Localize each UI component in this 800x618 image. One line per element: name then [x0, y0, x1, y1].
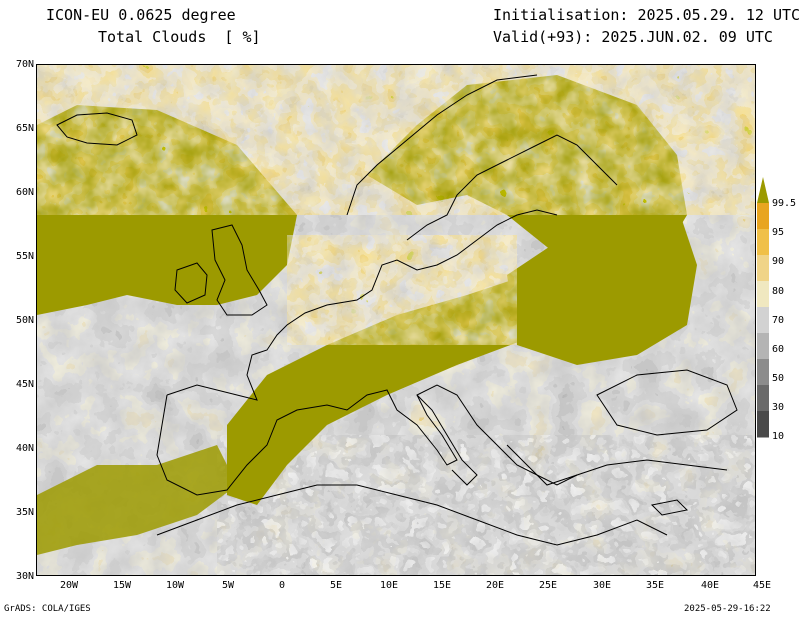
lon-label-10w: 10W [165, 580, 185, 591]
lat-label-40n: 40N [15, 443, 34, 454]
lon-label-20w: 20W [59, 580, 79, 591]
lat-label-35n: 35N [15, 507, 34, 518]
legend-color-box [757, 307, 769, 334]
lon-label-25e: 25E [538, 580, 558, 591]
legend-label-60: 60 [772, 344, 785, 355]
lon-label-30e: 30E [592, 580, 612, 591]
lat-label-45n: 45N [15, 379, 34, 390]
coast-cyprus [650, 499, 689, 516]
legend-label-10: 10 [772, 431, 785, 442]
coast-great-britain [211, 224, 268, 316]
coast-atlantic-north-sea [166, 209, 558, 401]
legend-label-30: 30 [772, 402, 785, 413]
variable-title: Total Clouds [ %] [98, 28, 261, 46]
lon-label-0: 0 [278, 580, 286, 591]
model-title: ICON-EU 0.0625 degree [46, 6, 236, 24]
color-legend-bar [757, 177, 769, 438]
lat-label-60n: 60N [15, 187, 34, 198]
lon-label-10e: 10E [379, 580, 399, 591]
lon-label-5e: 5E [329, 580, 343, 591]
lon-label-35e: 35E [645, 580, 665, 591]
legend-label-50: 50 [772, 373, 785, 384]
clear-sky-south [217, 435, 755, 575]
lon-label-15w: 15W [112, 580, 132, 591]
lon-label-5w: 5W [221, 580, 235, 591]
legend-label-70: 70 [772, 315, 785, 326]
legend-label-95: 95 [772, 227, 785, 238]
software-credit: GrADS: COLA/IGES [4, 604, 91, 614]
lat-label-50n: 50N [15, 315, 34, 326]
initialisation-time: Initialisation: 2025.05.29. 12 UTC [493, 6, 800, 24]
render-timestamp: 2025-05-29-16:22 [684, 604, 771, 614]
cloud-cover-map [36, 64, 756, 576]
legend-color-box [757, 333, 769, 360]
coast-mediterranean-north [156, 384, 578, 496]
lon-label-40e: 40E [700, 580, 720, 591]
legend-color-box [757, 359, 769, 386]
coast-black-sea [596, 369, 738, 436]
overcast-eastern-europe [507, 205, 697, 365]
legend-color-box [757, 411, 769, 438]
overcast-atlantic [37, 105, 297, 315]
overcast-iberia [37, 445, 237, 555]
legend-color-box [757, 203, 769, 230]
broken-clouds-central [287, 235, 517, 345]
broken-clouds-north [37, 65, 755, 215]
lat-label-65n: 65N [15, 123, 34, 134]
coastlines [56, 74, 738, 546]
map-canvas [37, 65, 755, 575]
legend-color-box [757, 281, 769, 308]
lon-label-45e: 45E [752, 580, 772, 591]
legend-label-90: 90 [772, 256, 785, 267]
legend-overflow-triangle [757, 177, 769, 203]
valid-time: Valid(+93): 2025.JUN.02. 09 UTC [493, 28, 773, 46]
coast-ireland [174, 262, 208, 304]
lon-label-15e: 15E [432, 580, 452, 591]
legend-color-box [757, 229, 769, 256]
legend-color-box [757, 385, 769, 412]
coast-north-africa [156, 484, 668, 546]
lat-label-30n: 30N [15, 571, 34, 582]
coast-greece-turkey [506, 444, 728, 486]
lat-label-55n: 55N [15, 251, 34, 262]
legend-label-99-5: 99.5 [772, 198, 797, 209]
coast-scandinavia [346, 74, 618, 241]
coast-iceland [56, 112, 138, 146]
legend-label-80: 80 [772, 286, 785, 297]
lon-label-20e: 20E [485, 580, 505, 591]
lat-label-70n: 70N [15, 59, 34, 70]
legend-color-box [757, 255, 769, 282]
coast-italy [416, 394, 478, 486]
